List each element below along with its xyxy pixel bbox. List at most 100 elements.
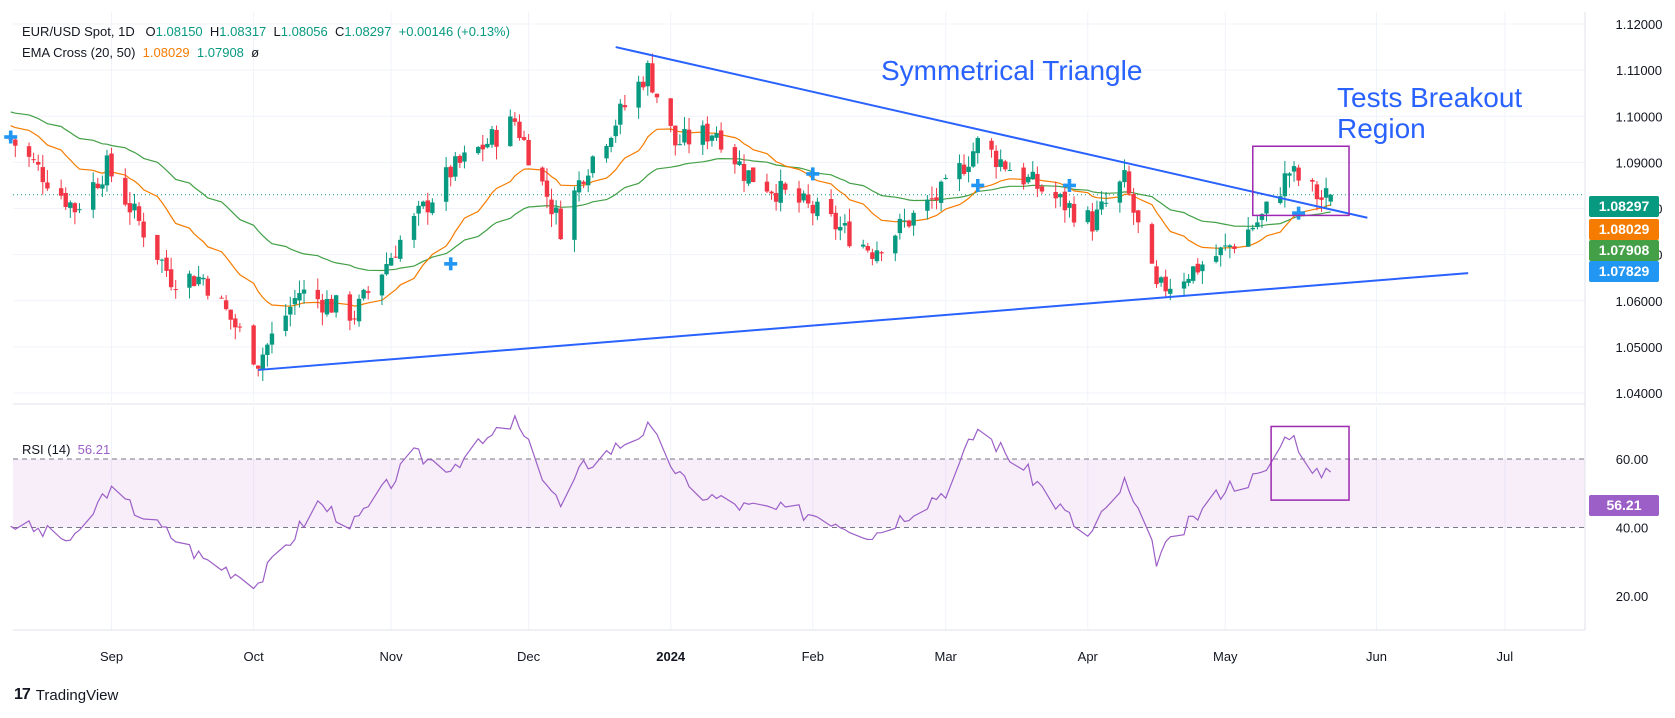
candle xyxy=(938,180,944,212)
candle xyxy=(457,154,463,168)
candle-body xyxy=(934,197,939,201)
candle-body xyxy=(1200,264,1205,272)
candle-body xyxy=(558,208,563,240)
candle xyxy=(480,134,485,162)
candle-body xyxy=(123,177,128,205)
candle xyxy=(288,296,293,327)
candle xyxy=(576,171,582,202)
candle xyxy=(223,295,229,311)
candle-body xyxy=(132,203,137,211)
candle xyxy=(384,252,389,276)
candle xyxy=(604,144,609,163)
candle xyxy=(746,170,751,186)
candle-body xyxy=(233,318,238,328)
candle xyxy=(1030,161,1035,181)
candle-body xyxy=(1053,191,1058,199)
candle xyxy=(586,169,591,193)
candle xyxy=(1282,160,1288,208)
candle xyxy=(1026,174,1031,185)
candle-body xyxy=(1250,227,1255,230)
candle-body xyxy=(586,175,591,186)
candle-body xyxy=(778,180,783,203)
candle-body xyxy=(718,130,724,150)
candle xyxy=(366,286,371,300)
legend-change: +0.00146 (+0.13%) xyxy=(398,24,510,39)
candle xyxy=(109,147,114,183)
candle-body xyxy=(393,256,398,258)
price-breakout-box xyxy=(1252,145,1350,217)
candle xyxy=(934,187,939,210)
candle xyxy=(228,309,233,330)
rsi-band xyxy=(13,459,1585,528)
candle xyxy=(769,190,774,200)
candle xyxy=(1310,178,1315,192)
candle-body xyxy=(388,257,394,266)
candle xyxy=(1245,217,1251,247)
candle xyxy=(1181,272,1187,296)
candle xyxy=(801,190,806,203)
candle-body xyxy=(256,365,261,369)
ema20-value: 1.08029 xyxy=(142,45,190,60)
candle-body xyxy=(269,333,275,345)
candle-body xyxy=(801,193,806,201)
candle-body xyxy=(411,216,417,240)
candle xyxy=(1058,192,1063,207)
candle xyxy=(132,193,137,219)
candle-body xyxy=(618,103,623,125)
candle xyxy=(462,145,467,169)
x-tick-label: Oct xyxy=(244,649,265,664)
candle-body xyxy=(384,264,389,275)
candle-body xyxy=(237,326,243,328)
candle-body xyxy=(938,181,944,203)
candle-body xyxy=(109,153,114,177)
candle-body xyxy=(613,125,618,137)
candle xyxy=(764,173,770,194)
cross-marker-v xyxy=(1067,178,1072,192)
candle xyxy=(828,189,834,217)
candle-body xyxy=(329,298,334,313)
candle xyxy=(558,200,563,240)
candle-body xyxy=(40,167,45,183)
candle-body xyxy=(168,269,174,288)
candle xyxy=(1003,159,1008,172)
candle-body xyxy=(100,184,105,189)
candle-body xyxy=(191,276,197,287)
candle-body xyxy=(590,156,595,174)
candle xyxy=(796,180,802,213)
candle xyxy=(324,290,330,317)
candle-body xyxy=(315,289,320,300)
rsi-y-tick-label: 60.00 xyxy=(1616,452,1649,467)
candle xyxy=(1296,164,1301,187)
candle xyxy=(356,294,362,327)
candle xyxy=(411,213,417,249)
candle-body xyxy=(297,293,302,301)
rsi-price-tag: 56.21 xyxy=(1589,495,1659,516)
candle-body xyxy=(1319,197,1324,200)
candle xyxy=(301,279,307,304)
candle xyxy=(544,168,550,209)
candle-body xyxy=(732,147,738,165)
candle-body xyxy=(1003,161,1008,170)
candle xyxy=(989,138,994,158)
candle-body xyxy=(1278,196,1283,203)
candle xyxy=(320,293,325,326)
candle-body xyxy=(72,203,78,213)
candle xyxy=(187,270,192,299)
candle xyxy=(315,278,320,309)
candle-body xyxy=(751,167,756,183)
trendlines xyxy=(258,46,1469,371)
candle-body xyxy=(512,118,518,122)
candle-body xyxy=(773,193,779,202)
tests-breakout-line2: Region xyxy=(1337,113,1426,144)
other-price-tag: 1.07829 xyxy=(1589,261,1659,282)
candle-body xyxy=(810,204,815,214)
candle xyxy=(40,154,45,195)
candle-body xyxy=(549,199,554,215)
candle-body xyxy=(425,200,430,213)
candle xyxy=(842,214,848,234)
y-tick-label: 1.06000 xyxy=(1616,294,1663,309)
cross-marker xyxy=(444,257,458,271)
candle xyxy=(512,112,518,126)
candle-body xyxy=(806,194,811,204)
